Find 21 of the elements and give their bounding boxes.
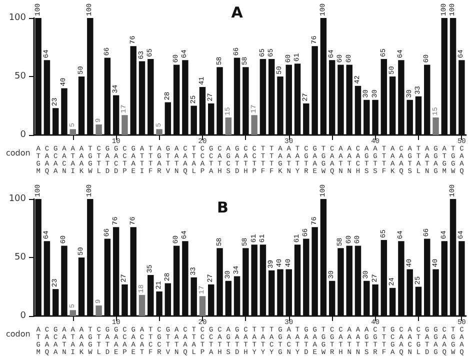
bar	[199, 296, 206, 316]
bar	[251, 115, 258, 135]
x-axis-title: codon	[6, 148, 30, 158]
y-tick-label: 0	[20, 130, 26, 140]
bar	[96, 305, 102, 316]
bar	[432, 117, 439, 135]
y-tick-label: 50	[14, 72, 26, 82]
x-axis-title: codon	[6, 330, 30, 338]
y-tick-label: 50	[14, 252, 26, 262]
chart-title: A	[231, 4, 244, 22]
bar	[96, 124, 102, 135]
bar	[70, 310, 76, 316]
bar	[122, 115, 128, 135]
bar	[156, 129, 162, 135]
y-tick-label: 100	[8, 194, 26, 204]
y-tick-label: 100	[8, 13, 26, 23]
chart-title: B	[217, 198, 228, 216]
bar	[225, 117, 232, 135]
bar	[70, 129, 76, 135]
y-tick-label: 0	[20, 311, 26, 321]
bar	[138, 294, 146, 316]
